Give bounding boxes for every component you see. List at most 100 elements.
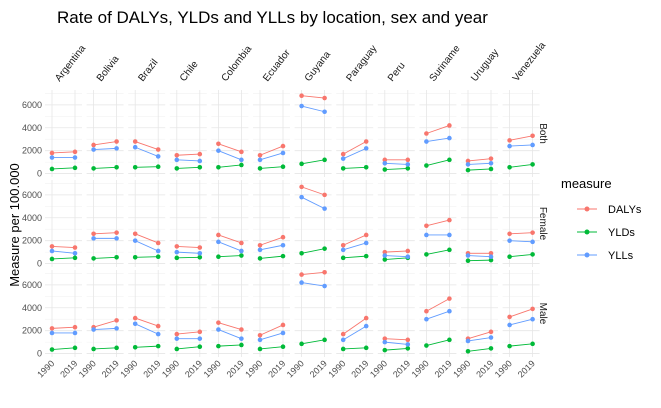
- series-line-dalys: [426, 219, 450, 227]
- series-line-ylds: [343, 166, 367, 169]
- point-ylds-2019: [155, 343, 161, 349]
- y-tick-label: 4000: [22, 213, 42, 223]
- x-tick-label: 2019: [474, 358, 495, 379]
- x-tick-label: 2019: [266, 358, 287, 379]
- series-line-ylls: [176, 159, 200, 162]
- point-ylds-1990: [216, 343, 221, 349]
- series-line-dalys: [135, 317, 159, 327]
- series-line-ylls: [51, 250, 76, 254]
- point-ylls-1990: [340, 337, 346, 343]
- point-dalys-2019: [405, 248, 411, 254]
- series-line-ylls: [135, 240, 159, 252]
- point-ylds-2019: [363, 164, 369, 170]
- series-line-ylls: [509, 240, 533, 243]
- point-ylls-2019: [155, 154, 161, 159]
- point-ylds-2019: [114, 345, 119, 351]
- panel-both-brazil: [128, 90, 166, 177]
- point-ylds-2019: [322, 337, 327, 343]
- series-line-dalys: [426, 125, 450, 134]
- point-dalys-1990: [91, 142, 96, 148]
- legend: measure DALYs YLDs YLLs: [561, 176, 642, 262]
- point-dalys-1990: [507, 138, 512, 143]
- point-ylls-2019: [322, 109, 327, 115]
- panel-female-argentina: [45, 180, 82, 267]
- point-ylls-1990: [174, 336, 180, 341]
- series-line-ylds: [93, 347, 117, 350]
- point-ylds-2019: [72, 345, 78, 351]
- series-line-ylds: [135, 256, 159, 258]
- point-ylls-1990: [340, 156, 346, 161]
- x-tick-label: 2019: [433, 358, 454, 379]
- point-dalys-1990: [299, 272, 304, 277]
- point-dalys-2019: [447, 217, 452, 223]
- point-dalys-2019: [363, 232, 369, 238]
- point-dalys-2019: [197, 245, 203, 250]
- point-ylds-2019: [488, 166, 494, 172]
- point-ylls-1990: [132, 144, 138, 150]
- point-dalys-2019: [322, 269, 327, 275]
- series-line-ylds: [93, 166, 117, 169]
- series-line-dalys: [218, 234, 242, 244]
- point-ylds-1990: [299, 161, 304, 167]
- point-ylls-2019: [405, 342, 411, 347]
- point-ylls-1990: [465, 162, 471, 167]
- point-ylls-1990: [132, 321, 138, 327]
- series-line-dalys: [93, 141, 117, 146]
- panel-both-ecuador: [253, 90, 290, 177]
- panel-male-suriname: [419, 270, 457, 357]
- point-dalys-2019: [447, 123, 452, 128]
- point-dalys-1990: [382, 336, 388, 341]
- point-ylds-2019: [447, 157, 452, 163]
- point-ylls-2019: [155, 248, 161, 254]
- series-line-dalys: [135, 141, 159, 150]
- y-tick-label: 0: [37, 259, 42, 269]
- point-ylds-1990: [340, 255, 346, 261]
- x-tick-label: 2019: [58, 358, 79, 379]
- point-dalys-1990: [340, 242, 346, 248]
- legend-label-dalys: DALYs: [608, 204, 642, 216]
- point-dalys-1990: [132, 139, 138, 144]
- point-ylds-1990: [507, 254, 512, 259]
- point-ylls-1990: [257, 337, 263, 343]
- legend-key-point-ylls: [584, 252, 590, 258]
- y-tick-label: 2000: [22, 326, 42, 336]
- panel-female-venezuela: [502, 180, 540, 267]
- point-ylls-1990: [424, 232, 429, 238]
- point-ylls-2019: [72, 155, 78, 160]
- strip-label-argentina: Argentina: [53, 43, 88, 84]
- point-ylds-1990: [424, 163, 429, 168]
- series-line-ylls: [426, 137, 450, 142]
- point-ylls-2019: [155, 331, 161, 337]
- point-ylls-2019: [114, 326, 119, 331]
- series-line-dalys: [176, 153, 200, 156]
- point-ylds-2019: [114, 164, 119, 170]
- series-line-ylds: [259, 255, 284, 259]
- point-dalys-2019: [72, 149, 78, 155]
- y-axis-label: Measure per 100.000: [7, 163, 22, 287]
- strip-label-venezuela: Venezuela: [511, 40, 549, 84]
- x-tick-label: 1990: [368, 358, 389, 379]
- point-ylds-2019: [363, 253, 369, 259]
- series-line-ylls: [135, 323, 159, 335]
- x-tick-label: 1990: [118, 358, 139, 379]
- series-line-dalys: [384, 338, 408, 341]
- series-line-dalys: [467, 331, 492, 340]
- panel-female-paraguay: [336, 180, 374, 267]
- point-ylds-1990: [257, 256, 263, 261]
- point-ylls-1990: [299, 280, 304, 285]
- point-ylls-2019: [488, 160, 494, 166]
- point-dalys-2019: [280, 234, 286, 240]
- point-ylls-2019: [239, 336, 244, 341]
- x-tick-label: 2019: [308, 358, 329, 379]
- point-ylds-2019: [405, 166, 411, 171]
- strip-label-bolivia: Bolivia: [95, 54, 122, 84]
- series-line-ylds: [509, 163, 533, 168]
- point-ylls-2019: [197, 158, 203, 164]
- point-ylls-1990: [382, 253, 388, 258]
- panel-both-chile: [169, 90, 207, 177]
- point-ylls-1990: [299, 194, 304, 200]
- point-ylls-2019: [447, 232, 452, 238]
- series-line-ylds: [218, 344, 242, 347]
- point-dalys-2019: [114, 230, 119, 235]
- point-dalys-2019: [322, 192, 327, 198]
